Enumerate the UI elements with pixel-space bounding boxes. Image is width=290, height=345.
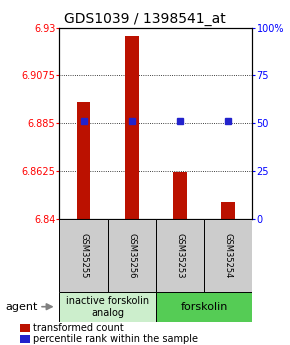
Bar xyxy=(59,292,156,322)
Text: GSM35256: GSM35256 xyxy=(127,233,136,278)
Text: transformed count: transformed count xyxy=(33,323,124,333)
Bar xyxy=(20,335,30,343)
Text: GSM35255: GSM35255 xyxy=(79,233,88,278)
Bar xyxy=(222,202,235,219)
Bar xyxy=(77,102,90,219)
Bar xyxy=(20,324,30,332)
Text: GSM35254: GSM35254 xyxy=(224,233,233,278)
Bar xyxy=(156,219,204,292)
Bar xyxy=(108,219,156,292)
Text: forskolin: forskolin xyxy=(180,302,228,312)
Text: percentile rank within the sample: percentile rank within the sample xyxy=(33,334,198,344)
Text: GDS1039 / 1398541_at: GDS1039 / 1398541_at xyxy=(64,12,226,26)
Text: agent: agent xyxy=(6,302,38,312)
Bar xyxy=(156,292,252,322)
Text: inactive forskolin
analog: inactive forskolin analog xyxy=(66,296,149,317)
Bar xyxy=(125,36,139,219)
Bar xyxy=(204,219,252,292)
Bar xyxy=(59,219,108,292)
Bar xyxy=(173,172,187,219)
Text: GSM35253: GSM35253 xyxy=(175,233,184,278)
